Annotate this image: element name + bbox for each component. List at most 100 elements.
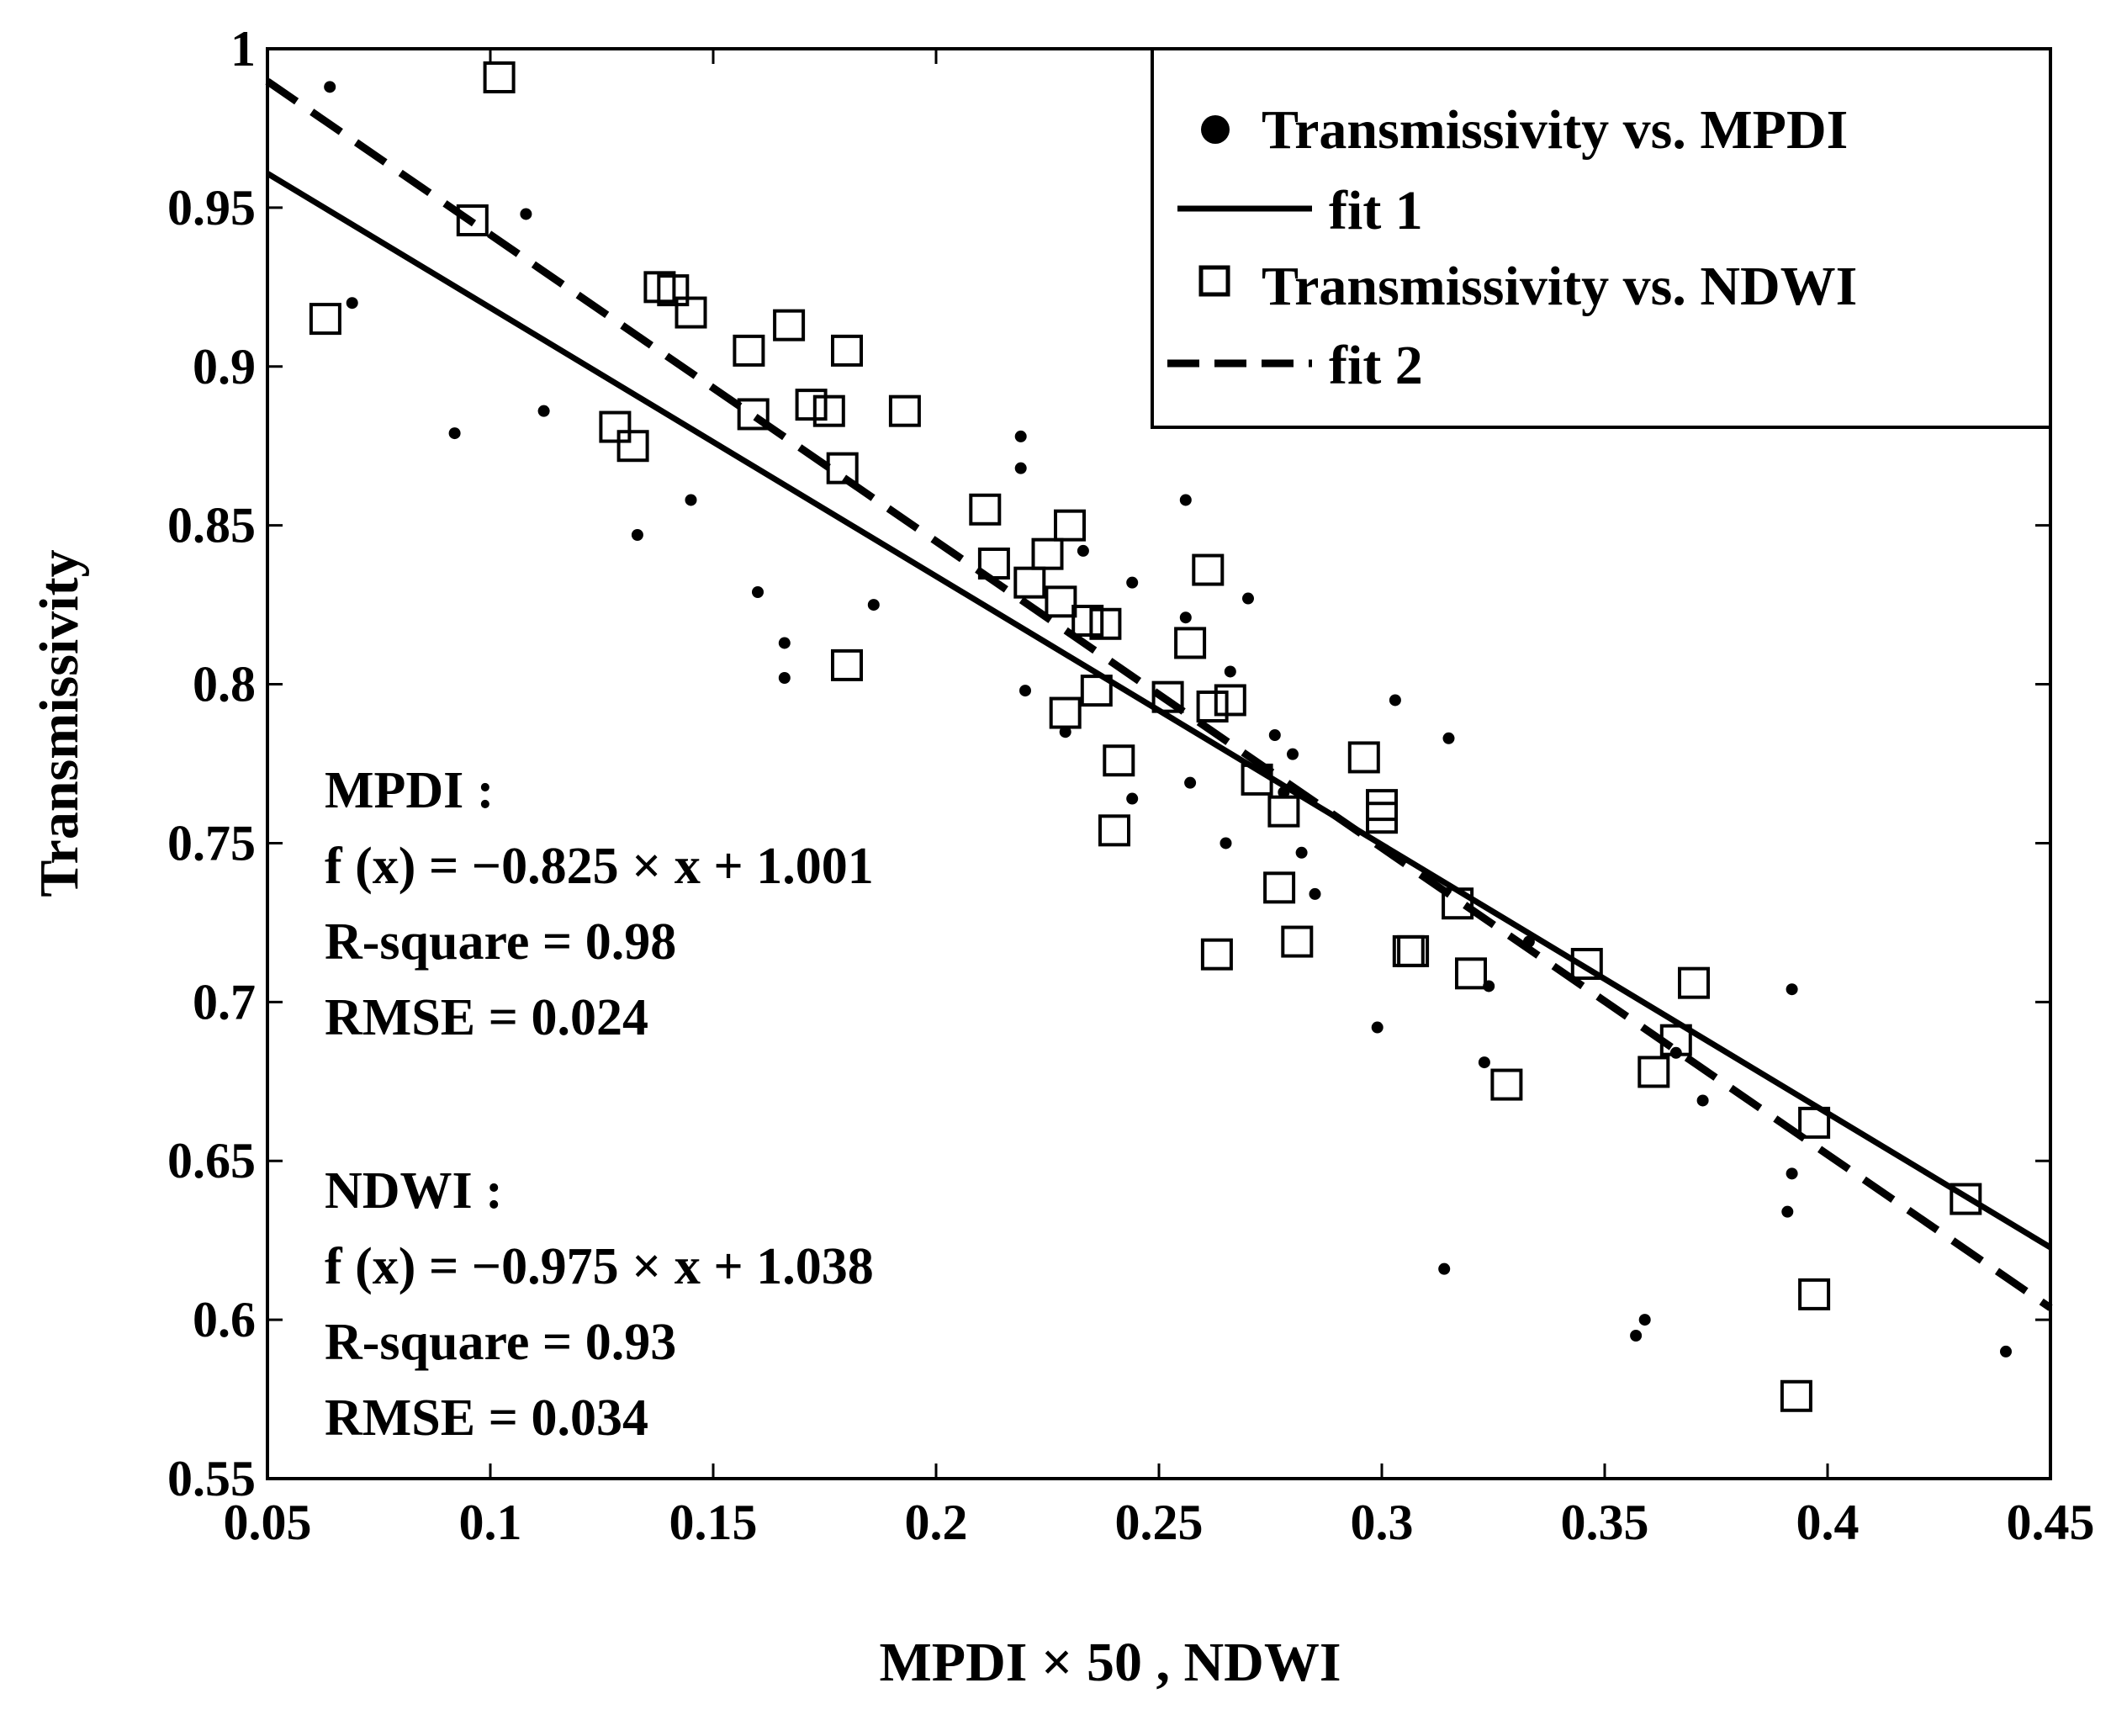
ndwi-point xyxy=(1049,696,1082,729)
mpdi-point xyxy=(537,405,550,417)
y-tick-label: 0.55 xyxy=(167,1451,256,1506)
mpdi-point xyxy=(1389,694,1401,707)
ndwi-point xyxy=(1267,795,1300,828)
ndwi-point xyxy=(1080,675,1113,707)
ndwi-point xyxy=(1780,1379,1812,1412)
ndwi-point xyxy=(1637,1056,1670,1088)
mpdi-point xyxy=(1309,887,1321,900)
ndwi-point xyxy=(773,309,806,341)
ndwi-annotation-line: NDWI : xyxy=(325,1162,503,1220)
ndwi-point xyxy=(1570,948,1603,980)
ndwi-point xyxy=(969,493,1002,526)
x-tick-label: 0.35 xyxy=(1561,1495,1649,1550)
legend-label: Transmissivity vs. NDWI xyxy=(1262,256,1857,317)
mpdi-point xyxy=(324,81,336,93)
mpdi-point xyxy=(1184,776,1197,789)
mpdi-point xyxy=(1696,1094,1709,1107)
mpdi-point xyxy=(1287,748,1299,760)
legend-box xyxy=(1151,47,2052,429)
ndwi-point xyxy=(1442,887,1474,920)
ndwi-annotation-line: RMSE = 0.034 xyxy=(325,1389,648,1447)
mpdi-annotation-line: R-square = 0.98 xyxy=(325,913,676,971)
x-tick-label: 0.4 xyxy=(1796,1495,1860,1550)
mpdi-point xyxy=(1295,846,1308,859)
mpdi-point xyxy=(1786,983,1798,996)
ndwi-point xyxy=(1013,566,1046,599)
x-tick-label: 0.1 xyxy=(459,1495,522,1550)
mpdi-point xyxy=(778,637,791,649)
y-tick-label: 0.9 xyxy=(193,339,256,394)
y-axis-label: Transmissivity xyxy=(29,549,90,897)
ndwi-point xyxy=(1192,553,1225,586)
equation-annotations: MPDI : f (x) = −0.825 × x + 1.001 R-square… xyxy=(325,762,874,1447)
y-tick-label: 1 xyxy=(230,21,256,77)
ndwi-point xyxy=(831,648,863,681)
mpdi-point xyxy=(1781,1205,1794,1218)
y-tick-label: 0.95 xyxy=(167,180,256,236)
mpdi-point xyxy=(631,529,643,541)
ndwi-point xyxy=(826,452,859,484)
mpdi-point xyxy=(1371,1021,1384,1034)
ndwi-point xyxy=(1950,1183,1982,1215)
ndwi-point xyxy=(1196,691,1229,722)
ndwi-point xyxy=(812,394,845,427)
legend-dot-symbol xyxy=(1201,115,1230,144)
y-tick-label: 0.6 xyxy=(193,1292,256,1347)
x-tick-label: 0.45 xyxy=(2007,1495,2095,1550)
ndwi-point xyxy=(795,389,828,421)
mpdi-point xyxy=(448,427,461,440)
ndwi-point xyxy=(456,204,489,236)
mpdi-point xyxy=(1220,837,1232,849)
legend-label: fit 2 xyxy=(1329,335,1423,396)
ndwi-point xyxy=(1103,744,1135,777)
ndwi-point xyxy=(1214,684,1246,717)
data-markers xyxy=(309,61,2012,1412)
ndwi-point xyxy=(1397,934,1430,967)
ndwi-annotation-line: R-square = 0.93 xyxy=(325,1314,676,1371)
ndwi-point xyxy=(1798,1106,1831,1139)
ndwi-point xyxy=(1281,925,1314,958)
y-tick-label: 0.75 xyxy=(167,815,256,871)
mpdi-point xyxy=(867,599,880,611)
mpdi-point xyxy=(1438,1262,1451,1275)
ndwi-point xyxy=(1455,957,1487,990)
mpdi-point xyxy=(1278,786,1290,798)
ndwi-point xyxy=(675,296,707,329)
x-tick-label: 0.15 xyxy=(669,1495,758,1550)
mpdi-point xyxy=(685,494,697,506)
ndwi-point xyxy=(1263,871,1296,904)
mpdi-point xyxy=(1014,462,1027,474)
ndwi-point xyxy=(1200,938,1233,971)
legend-square-symbol xyxy=(1198,265,1230,297)
ndwi-point xyxy=(1659,1024,1692,1056)
y-tick-label: 0.8 xyxy=(193,657,256,712)
mpdi-point xyxy=(1019,685,1031,697)
legend-label: fit 1 xyxy=(1329,180,1423,241)
ndwi-point xyxy=(733,334,765,367)
ndwi-annotation-line: f (x) = −0.975 × x + 1.038 xyxy=(325,1238,874,1295)
ndwi-point xyxy=(483,61,516,93)
ndwi-point xyxy=(888,394,921,427)
ndwi-point xyxy=(831,334,863,367)
ndwi-point xyxy=(1490,1068,1523,1101)
mpdi-annotation-line: RMSE = 0.024 xyxy=(325,989,648,1046)
ndwi-point xyxy=(1071,605,1104,637)
mpdi-annotation-line: MPDI : xyxy=(325,762,494,819)
mpdi-point xyxy=(520,208,532,220)
y-tick-label: 0.85 xyxy=(167,498,256,553)
x-tick-label: 0.25 xyxy=(1115,1495,1204,1550)
mpdi-point xyxy=(1268,729,1281,741)
ndwi-point xyxy=(1241,763,1273,796)
x-tick-label: 0.05 xyxy=(224,1495,312,1550)
tick-labels: 0.05 0.1 0.15 0.2 0.25 0.3 0.35 0.4 0.45 0.55 0.6 0… xyxy=(167,21,2095,1550)
mpdi-point xyxy=(1786,1167,1798,1180)
ndwi-point xyxy=(1098,814,1130,847)
x-tick-label: 0.3 xyxy=(1351,1495,1414,1550)
mpdi-point xyxy=(1522,935,1535,948)
mpdi-point xyxy=(1478,1056,1490,1069)
ndwi-point xyxy=(977,548,1010,580)
mpdi-point xyxy=(1242,592,1254,605)
mpdi-point xyxy=(1630,1330,1643,1342)
ndwi-point xyxy=(309,303,341,336)
